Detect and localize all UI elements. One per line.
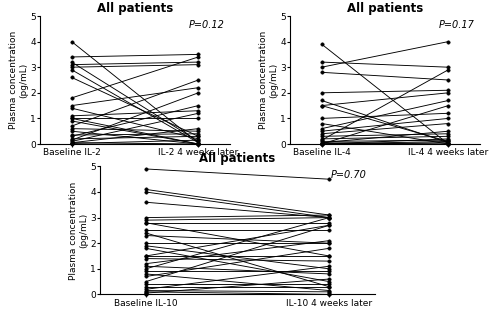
- Title: All patients: All patients: [200, 152, 276, 165]
- Y-axis label: Plasma concentration
(pg/mL): Plasma concentration (pg/mL): [260, 31, 278, 129]
- Y-axis label: Plasma concentration
(pg/mL): Plasma concentration (pg/mL): [70, 181, 88, 280]
- Y-axis label: Plasma concentration
(pg/mL): Plasma concentration (pg/mL): [10, 31, 29, 129]
- Title: All patients: All patients: [347, 2, 423, 15]
- Text: P=0.70: P=0.70: [331, 170, 367, 180]
- Text: P=0.12: P=0.12: [188, 20, 224, 30]
- Title: All patients: All patients: [97, 2, 173, 15]
- Text: P=0.17: P=0.17: [438, 20, 474, 30]
